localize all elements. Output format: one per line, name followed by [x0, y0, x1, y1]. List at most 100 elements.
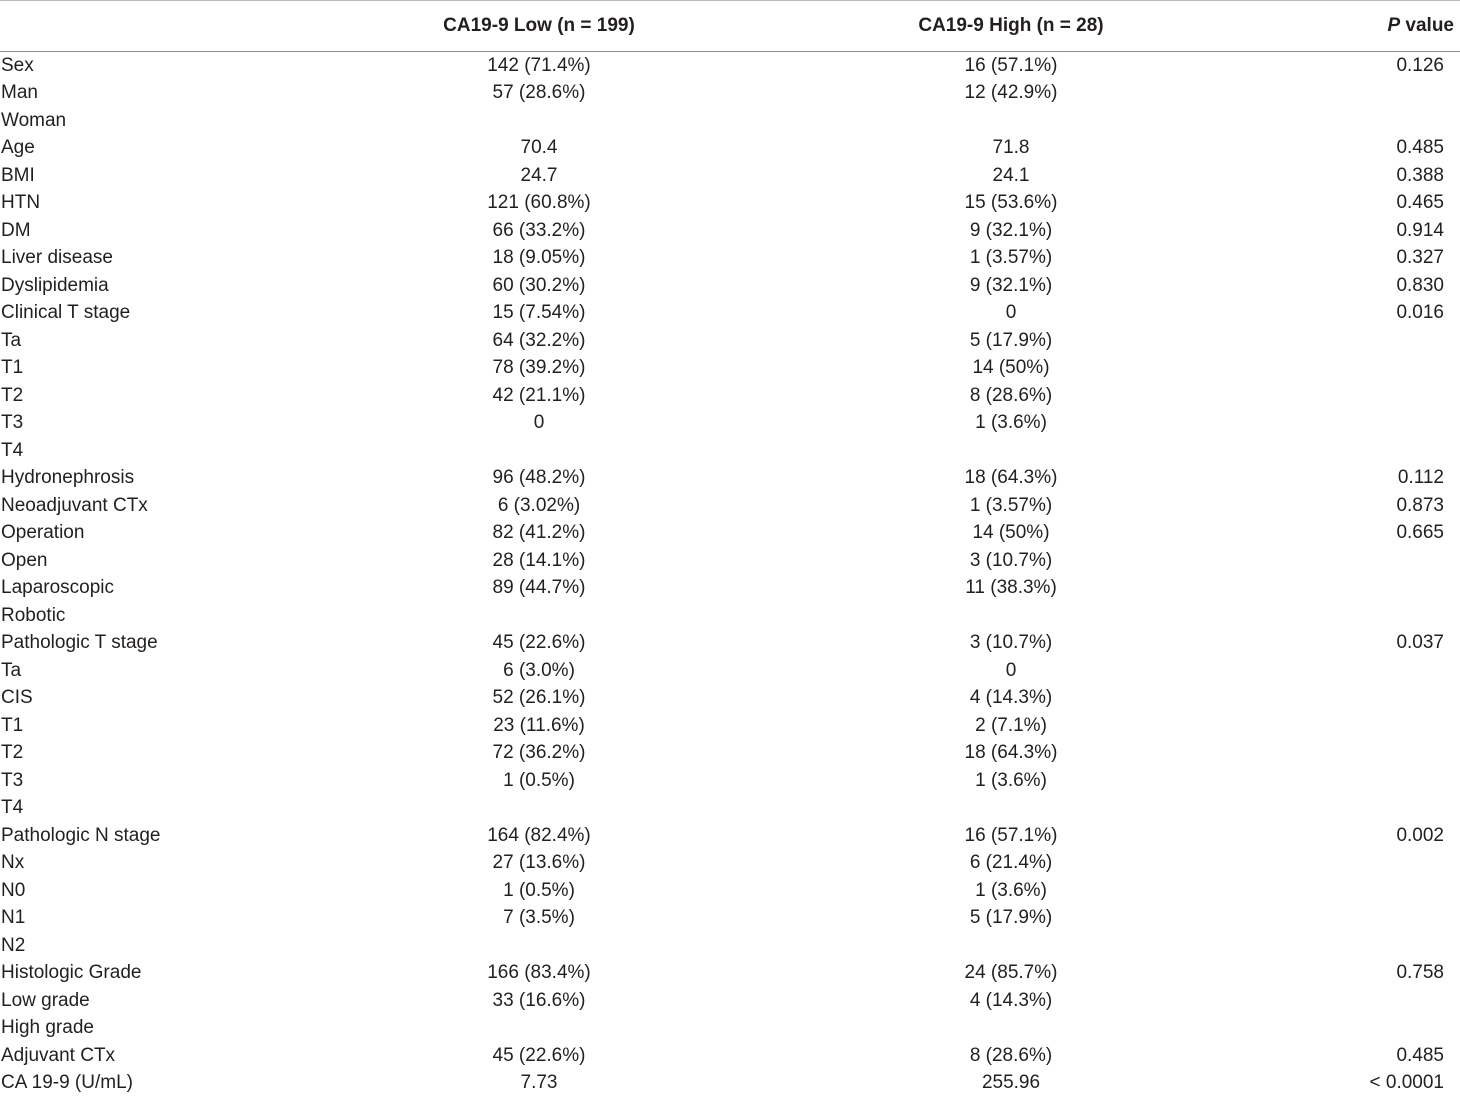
table-row: Histologic Grade 166 (83.4%) 24 (85.7%) 0.7… — [0, 959, 1460, 987]
cell-p-value — [1244, 79, 1460, 107]
cell-p-value — [1244, 904, 1460, 932]
cell-p-value — [1244, 987, 1460, 1015]
cell-p-value: < 0.0001 — [1369, 1072, 1445, 1094]
row-label: Histologic Grade — [1, 962, 142, 984]
cell-ca199-low: 72 (36.2%) — [492, 742, 586, 764]
cell-p-value — [1244, 767, 1460, 795]
cell-ca199-low: 24.7 — [520, 164, 558, 186]
cell-ca199-high: 15 (53.6%) — [964, 192, 1058, 214]
table-row: Ta 64 (32.2%) 5 (17.9%) — [0, 327, 1460, 355]
cell-ca199-high: 0 — [1005, 302, 1017, 324]
table-row: BMI 24.7 24.1 0.388 — [0, 162, 1460, 190]
table-row: Neoadjuvant CTx 6 (3.02%) 1 (3.57%) 0.873 — [0, 492, 1460, 520]
cell-ca199-low: 64 (32.2%) — [492, 329, 586, 351]
table-row: Clinical T stage 15 (7.54%) 0 0.016 — [0, 299, 1460, 327]
cell-ca199-low — [300, 794, 778, 822]
table-row: Woman — [0, 107, 1460, 135]
table-row: Pathologic N stage 164 (82.4%) 16 (57.1%) 0… — [0, 822, 1460, 850]
cell-ca199-high — [778, 932, 1244, 960]
cell-ca199-high: 16 (57.1%) — [964, 824, 1058, 846]
cell-p-value — [1244, 547, 1460, 575]
cell-ca199-low: 45 (22.6%) — [492, 1044, 586, 1066]
cell-p-value — [1244, 107, 1460, 135]
table-row: Operation 82 (41.2%) 14 (50%) 0.665 — [0, 519, 1460, 547]
row-label: Pathologic T stage — [1, 632, 158, 654]
row-label: CA 19-9 (U/mL) — [1, 1072, 133, 1094]
table-row: Sex 142 (71.4%) 16 (57.1%) 0.126 — [0, 52, 1460, 80]
cell-ca199-high: 5 (17.9%) — [969, 907, 1053, 929]
cell-ca199-high — [778, 1014, 1244, 1042]
cell-ca199-low — [300, 1014, 778, 1042]
cell-ca199-low: 121 (60.8%) — [487, 192, 591, 214]
table-row: Liver disease 18 (9.05%) 1 (3.57%) 0.327 — [0, 244, 1460, 272]
cell-ca199-low — [300, 932, 778, 960]
row-label: N2 — [1, 934, 26, 956]
row-label: Dyslipidemia — [1, 274, 109, 296]
table-row: Robotic — [0, 602, 1460, 630]
cell-p-value — [1244, 409, 1460, 437]
cell-ca199-high — [778, 107, 1244, 135]
table-row: DM 66 (33.2%) 9 (32.1%) 0.914 — [0, 217, 1460, 245]
cell-p-value — [1244, 849, 1460, 877]
cell-ca199-high: 9 (32.1%) — [969, 219, 1053, 241]
cell-p-value — [1244, 794, 1460, 822]
cell-ca199-low: 15 (7.54%) — [492, 302, 586, 324]
cell-ca199-low: 23 (11.6%) — [493, 714, 585, 736]
cell-p-value — [1244, 437, 1460, 465]
table-row: Pathologic T stage 45 (22.6%) 3 (10.7%) 0.0… — [0, 629, 1460, 657]
row-label: Open — [1, 549, 48, 571]
cell-ca199-high — [778, 437, 1244, 465]
row-label: Liver disease — [1, 247, 113, 269]
cell-p-value: 0.485 — [1396, 137, 1444, 159]
cell-p-value — [1244, 712, 1460, 740]
cell-p-value: 0.002 — [1396, 824, 1444, 846]
cell-ca199-low: 164 (82.4%) — [487, 824, 591, 846]
cell-p-value — [1244, 739, 1460, 767]
cell-ca199-low: 6 (3.02%) — [497, 494, 581, 516]
cell-ca199-high: 24.1 — [992, 164, 1030, 186]
cell-ca199-high: 9 (32.1%) — [969, 274, 1053, 296]
cell-p-value: 0.830 — [1396, 274, 1444, 296]
cell-p-value: 0.665 — [1396, 522, 1444, 544]
cell-p-value: 0.388 — [1396, 164, 1444, 186]
table-row: T4 — [0, 794, 1460, 822]
cell-ca199-high: 3 (10.7%) — [969, 632, 1053, 654]
cell-p-value — [1244, 354, 1460, 382]
cell-ca199-low: 89 (44.7%) — [492, 577, 586, 599]
header-p-value: P value — [1244, 0, 1460, 52]
row-label: Woman — [1, 109, 67, 131]
cell-p-value: 0.037 — [1396, 632, 1444, 654]
table-row: High grade — [0, 1014, 1460, 1042]
table-row: N2 — [0, 932, 1460, 960]
cell-p-value — [1244, 1014, 1460, 1042]
table-body: Sex 142 (71.4%) 16 (57.1%) 0.126 Man 57 (28.6… — [0, 52, 1460, 1097]
row-label: Clinical T stage — [1, 302, 131, 324]
row-label: N1 — [1, 907, 26, 929]
cell-ca199-low: 166 (83.4%) — [487, 962, 591, 984]
cell-ca199-high: 12 (42.9%) — [964, 82, 1058, 104]
cell-p-value — [1244, 327, 1460, 355]
row-label: Neoadjuvant CTx — [1, 494, 148, 516]
table-row: N1 7 (3.5%) 5 (17.9%) — [0, 904, 1460, 932]
table-row: T1 23 (11.6%) 2 (7.1%) — [0, 712, 1460, 740]
cell-ca199-high: 4 (14.3%) — [969, 989, 1053, 1011]
cell-ca199-high: 24 (85.7%) — [964, 962, 1058, 984]
cell-ca199-low: 45 (22.6%) — [492, 632, 586, 654]
table-row: Age 70.4 71.8 0.485 — [0, 134, 1460, 162]
row-label: T1 — [1, 714, 24, 736]
row-label: Nx — [1, 852, 25, 874]
row-label: T2 — [1, 384, 24, 406]
header-p-rest: value — [1400, 15, 1454, 36]
header-ca199-low: CA19-9 Low (n = 199) — [300, 0, 778, 52]
cell-p-value: 0.465 — [1396, 192, 1444, 214]
cell-ca199-low: 82 (41.2%) — [492, 522, 586, 544]
cell-ca199-high: 1 (3.57%) — [969, 247, 1053, 269]
cell-ca199-low: 57 (28.6%) — [492, 82, 586, 104]
cell-ca199-high: 2 (7.1%) — [975, 714, 1047, 736]
row-label: T4 — [1, 439, 24, 461]
cell-ca199-low — [300, 602, 778, 630]
cell-ca199-high: 8 (28.6%) — [969, 384, 1053, 406]
table-header: CA19-9 Low (n = 199) CA19-9 High (n = 28… — [0, 0, 1460, 52]
cell-ca199-low: 96 (48.2%) — [492, 467, 586, 489]
